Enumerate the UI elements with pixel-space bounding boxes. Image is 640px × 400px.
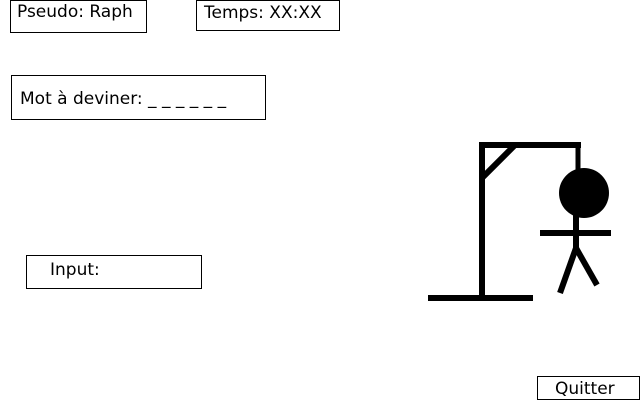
gallows-brace bbox=[479, 142, 518, 181]
quit-button-label: Quitter bbox=[555, 379, 615, 399]
hangman-right-leg bbox=[573, 246, 600, 287]
input-field[interactable]: Input: bbox=[26, 255, 202, 289]
timer-text: Temps: XX:XX bbox=[204, 3, 322, 23]
input-label: Input: bbox=[50, 260, 100, 280]
pseudo-text: Pseudo: Raph bbox=[17, 2, 133, 22]
timer-panel: Temps: XX:XX bbox=[196, 0, 340, 31]
hangman-head bbox=[559, 168, 609, 218]
word-to-guess-panel: Mot à deviner: _ _ _ _ _ _ bbox=[11, 75, 266, 120]
word-to-guess-text: Mot à deviner: _ _ _ _ _ _ bbox=[20, 89, 227, 109]
pseudo-panel: Pseudo: Raph bbox=[10, 0, 147, 33]
hangman-left-leg bbox=[557, 246, 579, 295]
quit-button[interactable]: Quitter bbox=[537, 376, 640, 400]
